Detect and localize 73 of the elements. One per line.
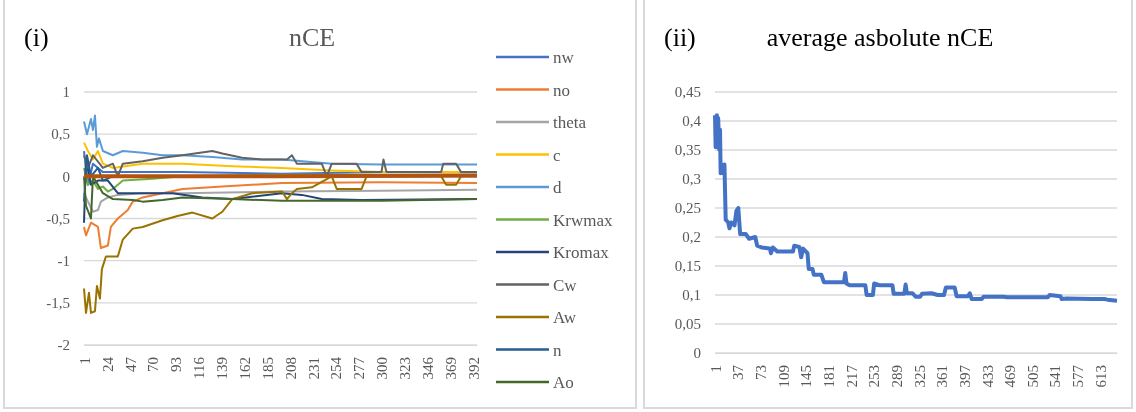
x-tick-label: 47 xyxy=(122,356,139,372)
x-tick-label: 139 xyxy=(214,357,231,380)
text: (ii) xyxy=(664,23,696,52)
legend-label: Krwmax xyxy=(553,210,613,230)
x-tick-label: 208 xyxy=(282,357,299,380)
x-tick-label: 505 xyxy=(1024,365,1041,388)
line-series xyxy=(713,113,1119,303)
x-tick-label: 613 xyxy=(1092,365,1109,388)
x-tick-label: 181 xyxy=(820,365,837,388)
x-tick-label: 1 xyxy=(707,365,724,373)
legend-label: Kromax xyxy=(553,243,610,262)
y-tick-label: 0,5 xyxy=(51,126,70,143)
y-tick-label: 0 xyxy=(693,345,701,362)
x-tick-label: 73 xyxy=(753,365,770,380)
y-tick-label: -0,5 xyxy=(46,210,70,227)
line-series xyxy=(83,114,478,166)
y-tick-label: 0,15 xyxy=(674,258,701,275)
x-tick-label: 24 xyxy=(99,356,116,372)
x-tick-label: 392 xyxy=(465,357,482,380)
x-tick-label: 109 xyxy=(775,365,792,388)
legend-label: nw xyxy=(553,48,575,67)
x-tick-label: 346 xyxy=(420,356,436,380)
x-tick-label: 93 xyxy=(168,357,185,372)
x-tick-label: 162 xyxy=(236,357,253,380)
line-series xyxy=(83,175,478,220)
x-tick-label: 185 xyxy=(259,357,276,380)
x-tick-label: 289 xyxy=(888,365,905,388)
legend-label: Cw xyxy=(553,275,578,295)
legend-label: theta xyxy=(553,113,587,132)
x-tick-label: 397 xyxy=(956,364,973,388)
legend-label: Aw xyxy=(553,308,577,327)
x-tick-label: 116 xyxy=(191,356,208,379)
y-tick-label: 0,05 xyxy=(674,316,701,333)
x-tick-label: 541 xyxy=(1047,365,1064,388)
y-tick-label: 0,4 xyxy=(682,113,702,130)
x-tick-label: 577 xyxy=(1070,364,1087,388)
y-tick-label: 1 xyxy=(62,84,70,101)
y-tick-label: 0 xyxy=(62,168,70,185)
y-tick-label: -1,5 xyxy=(46,295,70,312)
chart-title: nCE xyxy=(288,23,336,52)
x-tick-label: 300 xyxy=(374,357,391,380)
x-tick-label: 70 xyxy=(145,357,162,372)
text: (i) xyxy=(24,23,49,52)
chart-title: average asbolute nCE xyxy=(766,23,994,52)
y-tick-label: -2 xyxy=(57,337,70,354)
x-tick-label: 361 xyxy=(934,365,951,388)
y-tick-label: -1 xyxy=(57,252,70,269)
x-tick-label: 145 xyxy=(798,365,815,388)
x-tick-label: 277 xyxy=(351,356,368,380)
x-tick-label: 369 xyxy=(442,357,459,380)
y-tick-label: 0,35 xyxy=(674,142,701,159)
x-tick-label: 469 xyxy=(1002,365,1019,388)
legend-label: d xyxy=(553,178,562,197)
line-series xyxy=(83,188,478,213)
legend-label: no xyxy=(553,80,570,100)
legend-label: Ao xyxy=(553,373,574,392)
x-tick-label: 323 xyxy=(397,357,414,380)
y-tick-label: 0,25 xyxy=(674,200,701,217)
x-tick-label: 1 xyxy=(76,357,93,365)
x-tick-label: 433 xyxy=(979,365,996,388)
y-tick-label: 0,2 xyxy=(682,229,701,246)
x-tick-label: 325 xyxy=(911,365,928,388)
y-tick-label: 0,45 xyxy=(674,84,701,101)
legend-label: c xyxy=(553,145,561,165)
y-tick-label: 0,1 xyxy=(682,287,701,304)
y-tick-label: 0,3 xyxy=(682,171,701,188)
x-tick-label: 217 xyxy=(843,364,860,388)
x-tick-label: 254 xyxy=(328,356,345,380)
x-tick-label: 231 xyxy=(305,357,322,380)
legend-label: n xyxy=(553,340,562,360)
x-tick-label: 37 xyxy=(730,364,747,380)
line-series xyxy=(83,181,478,250)
x-tick-label: 253 xyxy=(866,365,883,388)
